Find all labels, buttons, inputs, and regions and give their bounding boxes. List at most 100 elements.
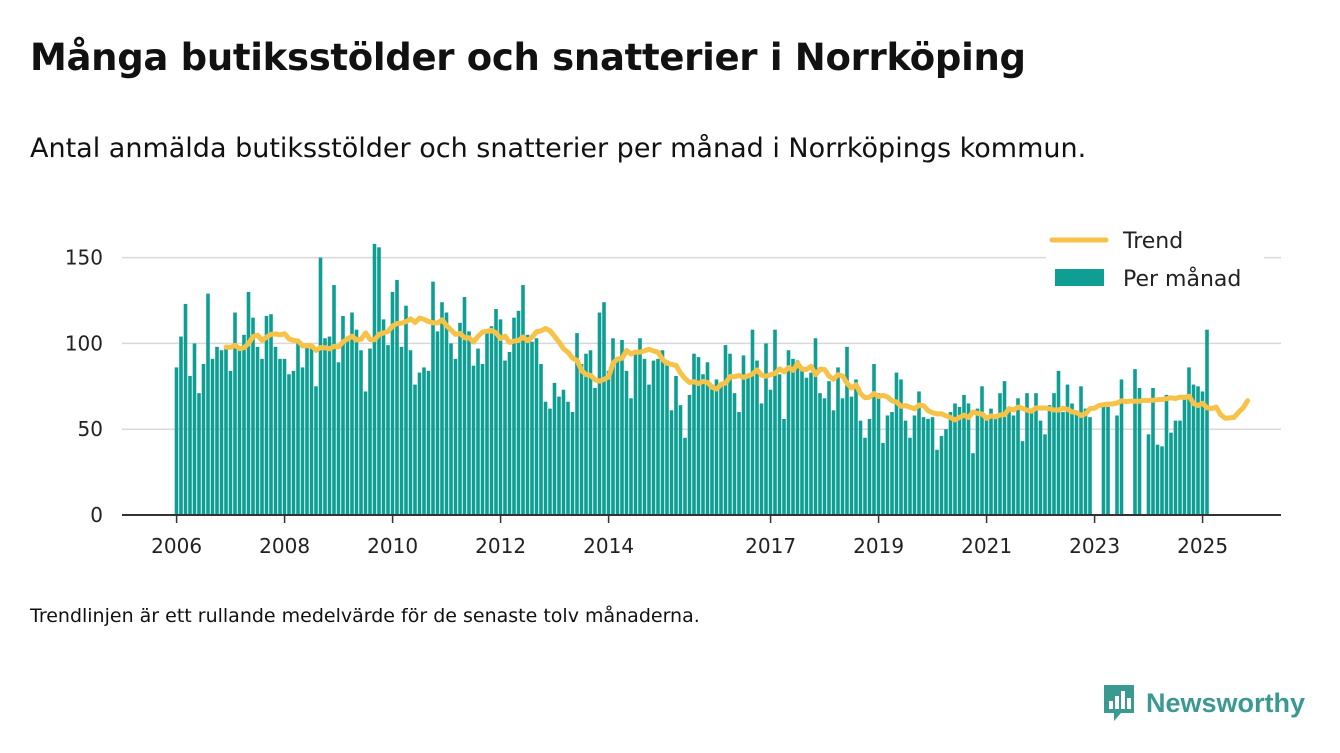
bar: [651, 360, 656, 515]
bar: [363, 391, 368, 515]
bar: [575, 333, 579, 515]
bar: [687, 394, 692, 515]
bar: [606, 370, 611, 515]
bar: [786, 350, 791, 515]
newsworthy-logo-icon: [1104, 685, 1134, 721]
x-tick-label: 2014: [583, 534, 634, 558]
bar: [197, 393, 201, 515]
bar: [480, 363, 485, 515]
bar: [683, 437, 687, 515]
bar: [201, 363, 206, 515]
brand[interactable]: Newsworthy: [1102, 683, 1305, 723]
bar: [287, 374, 291, 515]
bar: [701, 374, 705, 515]
bar: [1155, 444, 1160, 515]
bar: [462, 297, 467, 515]
bar: [948, 412, 953, 515]
bar: [570, 412, 575, 515]
bar: [804, 377, 809, 515]
bar: [255, 346, 260, 515]
bar: [755, 360, 759, 515]
bar: [498, 319, 503, 515]
bar: [246, 291, 251, 515]
bar: [1187, 367, 1191, 515]
bar: [858, 420, 863, 515]
bar: [818, 393, 822, 515]
bar: [1178, 420, 1182, 515]
bar: [966, 403, 971, 515]
bar: [876, 393, 881, 515]
bar: [642, 358, 647, 515]
bar: [1101, 403, 1106, 515]
bar: [962, 394, 966, 515]
bar: [638, 338, 642, 515]
bar: [629, 398, 633, 515]
bar: [309, 348, 314, 515]
bar: [332, 285, 336, 515]
bar: [557, 396, 561, 515]
bar: [539, 363, 543, 515]
bar: [872, 363, 876, 515]
bar: [548, 408, 552, 515]
bar: [179, 336, 183, 515]
bar: [467, 331, 471, 515]
bar: [368, 348, 372, 515]
legend-bar-swatch: [1055, 269, 1104, 286]
bar: [1173, 420, 1178, 515]
bar: [795, 360, 800, 515]
bar: [1083, 408, 1088, 515]
x-tick-label: 2012: [475, 534, 526, 558]
bar: [611, 338, 615, 515]
bar: [1029, 408, 1034, 515]
bar: [323, 338, 327, 515]
bar: [620, 339, 624, 515]
bar: [1079, 386, 1083, 515]
bar: [1182, 394, 1187, 515]
bar: [219, 350, 224, 515]
bar: [678, 405, 683, 515]
bar: [602, 302, 606, 515]
bar: [390, 291, 395, 515]
bar: [624, 370, 629, 515]
bar: [854, 379, 858, 515]
bar: [710, 384, 714, 515]
bar: [989, 408, 993, 515]
bar: [327, 336, 332, 515]
y-tick-label: 50: [78, 417, 103, 441]
bar: [264, 315, 269, 515]
bar: [435, 331, 440, 515]
bar: [354, 329, 359, 515]
bar: [242, 334, 246, 515]
bar: [705, 362, 710, 515]
bar: [777, 374, 782, 515]
bar: [530, 341, 534, 515]
bar: [881, 442, 885, 515]
bar: [341, 315, 345, 515]
x-tick-label: 2010: [367, 534, 418, 558]
bar: [759, 403, 764, 515]
bar: [1007, 410, 1011, 515]
bar: [345, 336, 350, 515]
x-tick-label: 2025: [1177, 534, 1228, 558]
y-axis-ticks: 0 50 100 150: [65, 246, 103, 527]
bar: [1016, 398, 1020, 515]
bar: [1020, 441, 1025, 515]
bar: [359, 350, 363, 515]
bar: [791, 358, 795, 515]
bar: [192, 343, 197, 515]
bar: [174, 367, 179, 515]
bar: [188, 376, 192, 515]
bar: [516, 310, 521, 515]
bar: [971, 453, 975, 515]
bar: [953, 403, 957, 515]
bar: [269, 314, 273, 515]
bar: [476, 348, 480, 515]
chart-subtitle: Antal anmälda butiksstölder och snatteri…: [30, 133, 1087, 164]
bar: [183, 303, 188, 515]
bar: [1047, 405, 1052, 515]
bar: [350, 312, 354, 515]
bar: [768, 389, 773, 515]
bar: [813, 338, 818, 515]
bar: [512, 317, 516, 515]
